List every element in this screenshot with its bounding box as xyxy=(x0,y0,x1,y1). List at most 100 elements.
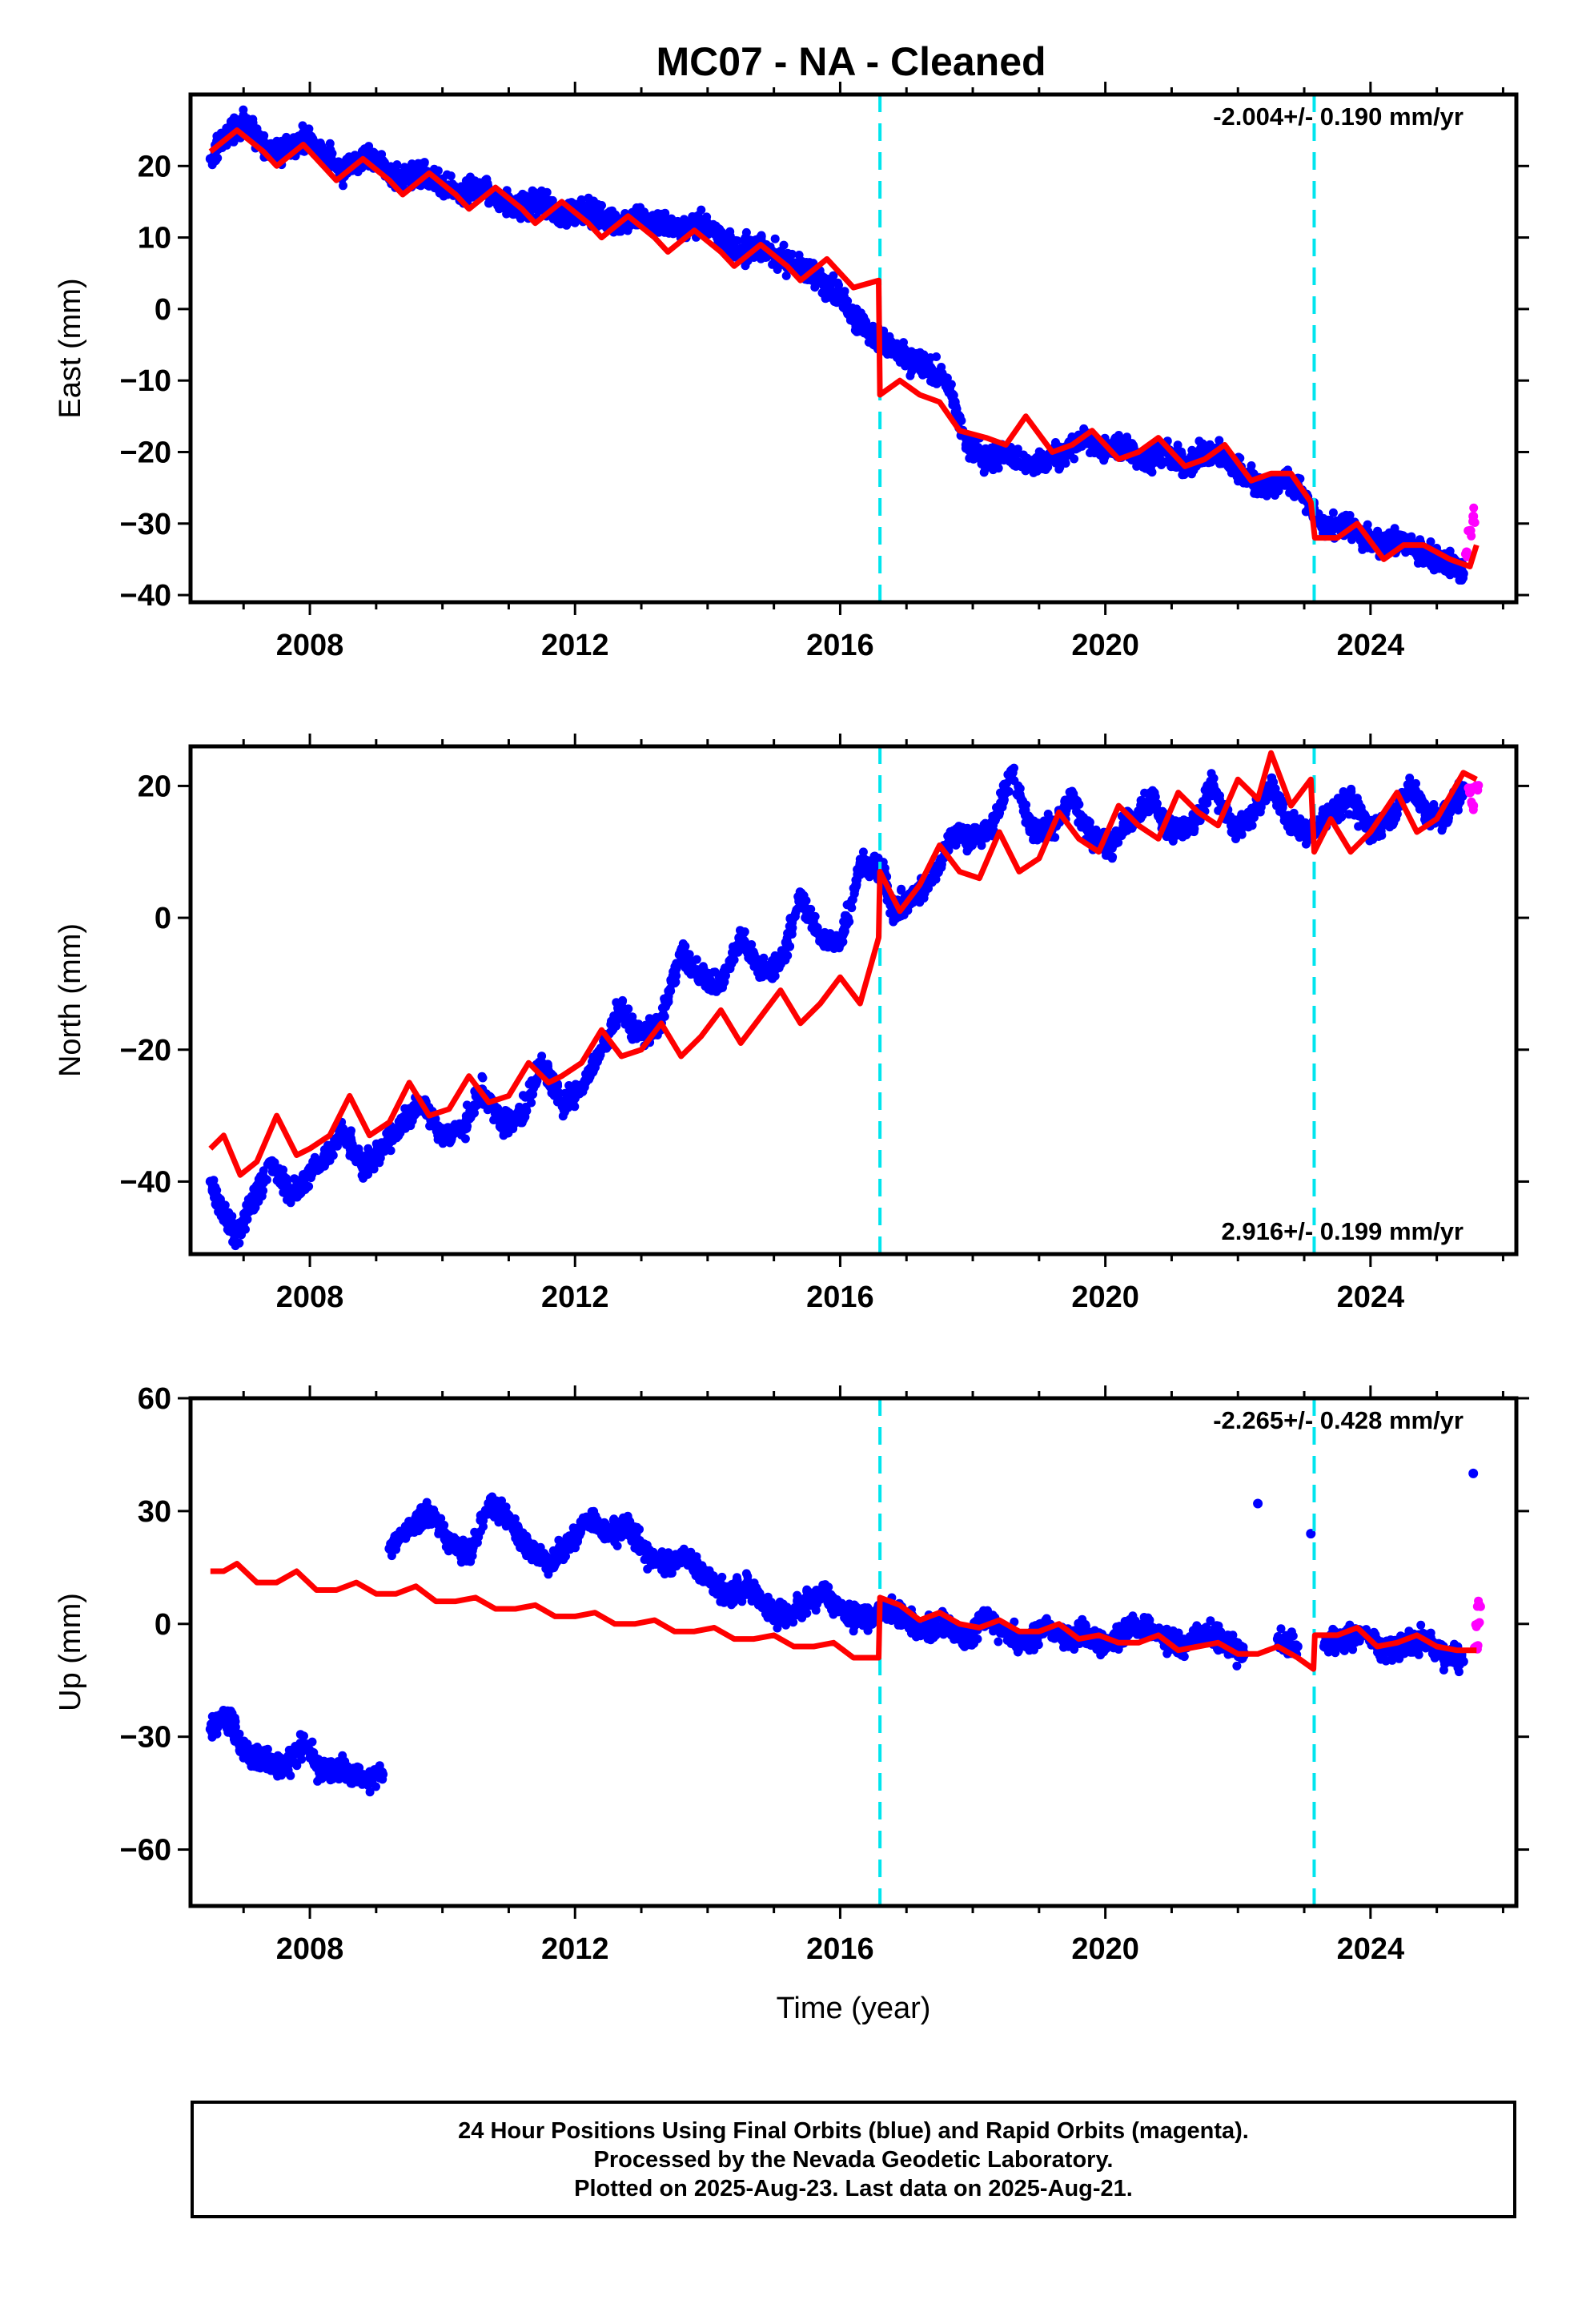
final-orbit-point xyxy=(588,1059,597,1068)
x-tick-label: 2012 xyxy=(541,629,609,662)
final-orbit-point xyxy=(309,136,318,145)
final-orbit-point xyxy=(1323,515,1333,525)
final-orbit-point xyxy=(359,150,368,159)
final-orbit-point xyxy=(1215,436,1224,445)
final-orbit-point xyxy=(363,1169,372,1179)
final-orbit-point xyxy=(228,1237,238,1247)
final-orbit-point xyxy=(915,355,924,364)
final-orbit-point xyxy=(484,199,494,208)
final-orbit-point xyxy=(743,235,753,245)
rate-label: -2.004+/- 0.190 mm/yr xyxy=(1213,103,1464,131)
final-orbit-point xyxy=(677,223,687,232)
panel-east: 2008 2012 2016 2020 2024−40−30−20−1001020Eas… xyxy=(54,82,1529,662)
final-orbit-point xyxy=(855,854,865,864)
final-orbit-point xyxy=(981,830,990,839)
final-orbit-point xyxy=(1407,532,1416,541)
final-orbit-point xyxy=(681,942,690,951)
final-orbit-point xyxy=(943,385,953,395)
final-orbit-point xyxy=(400,177,409,187)
final-orbit-point xyxy=(549,1091,559,1100)
final-orbit-point xyxy=(267,1156,277,1165)
final-orbit-point xyxy=(211,156,221,165)
final-orbit-point xyxy=(982,458,991,467)
final-orbit-point xyxy=(920,888,930,898)
final-orbit-point xyxy=(1328,508,1338,517)
final-orbit-point xyxy=(1426,537,1435,546)
final-orbit-point xyxy=(558,1112,568,1121)
rapid-orbit-point xyxy=(1464,526,1473,536)
final-orbit-point xyxy=(710,967,720,977)
final-orbit-point xyxy=(491,1102,500,1112)
plot-area xyxy=(205,746,1484,1254)
final-orbit-point xyxy=(962,435,972,444)
final-orbit-point xyxy=(315,139,325,147)
final-orbit-point xyxy=(1153,810,1162,820)
final-orbit-point xyxy=(990,813,1000,822)
final-orbit-point xyxy=(770,234,780,243)
final-orbit-point xyxy=(889,344,898,354)
final-orbit-point xyxy=(249,1184,259,1194)
final-orbit-point xyxy=(463,1114,472,1124)
final-orbit-point xyxy=(1061,452,1070,461)
final-orbit-point xyxy=(392,160,402,170)
final-orbit-point xyxy=(504,204,514,213)
final-orbit-point xyxy=(262,1175,271,1184)
final-orbit-point xyxy=(1110,440,1119,449)
y-tick-label: −40 xyxy=(120,579,171,613)
final-orbit-point xyxy=(992,452,1002,462)
final-orbit-point xyxy=(584,193,593,203)
final-orbit-point xyxy=(930,875,939,884)
final-orbit-point xyxy=(816,270,825,279)
x-tick-label: 2024 xyxy=(1337,629,1405,662)
final-orbit-point xyxy=(670,977,680,987)
y-tick-label: −30 xyxy=(120,508,171,541)
final-orbit-point xyxy=(223,1208,231,1217)
final-orbit-point xyxy=(776,958,785,967)
final-orbit-point xyxy=(1016,793,1026,802)
final-orbit-point xyxy=(620,1019,630,1029)
final-orbit-point xyxy=(728,948,737,957)
final-orbit-point xyxy=(1363,520,1372,529)
final-orbit-point xyxy=(824,935,833,944)
final-orbit-point xyxy=(604,212,613,222)
final-orbit-point xyxy=(1099,456,1109,465)
final-orbit-point xyxy=(387,1132,396,1141)
final-orbit-point xyxy=(220,1200,230,1210)
final-orbit-point xyxy=(848,895,857,905)
final-orbit-point xyxy=(1070,454,1079,464)
final-orbit-point xyxy=(1054,464,1064,474)
final-orbit-point xyxy=(757,231,766,241)
final-orbit-point xyxy=(905,371,915,380)
final-orbit-point xyxy=(328,1151,338,1160)
final-orbit-point xyxy=(408,1109,418,1119)
final-orbit-point xyxy=(926,362,935,372)
y-axis-label: East (mm) xyxy=(54,278,87,418)
final-orbit-point xyxy=(897,911,905,921)
final-orbit-point xyxy=(741,227,751,237)
final-orbit-point xyxy=(617,999,626,1008)
final-orbit-point xyxy=(259,131,269,140)
final-orbit-point xyxy=(500,1128,508,1138)
final-orbit-point xyxy=(1014,782,1023,792)
final-orbit-point xyxy=(394,1124,404,1134)
final-orbit-point xyxy=(598,1042,608,1051)
final-orbit-point xyxy=(557,1102,567,1112)
final-orbit-point xyxy=(1110,834,1120,844)
final-orbit-point xyxy=(647,219,656,229)
final-orbit-point xyxy=(942,373,952,383)
final-orbit-point xyxy=(323,147,333,156)
final-orbit-point xyxy=(738,941,748,951)
final-orbit-point xyxy=(970,452,979,462)
final-orbit-point xyxy=(885,332,894,341)
final-orbit-point xyxy=(299,1176,309,1186)
final-orbit-point xyxy=(640,1023,649,1033)
final-orbit-point xyxy=(1419,555,1429,565)
final-orbit-point xyxy=(388,167,398,176)
final-orbit-point xyxy=(787,930,797,939)
final-orbit-point xyxy=(706,982,716,991)
final-orbit-point xyxy=(730,252,740,262)
final-orbit-point xyxy=(308,1157,318,1167)
final-orbit-point xyxy=(351,1157,361,1167)
final-orbit-point xyxy=(568,1094,578,1104)
